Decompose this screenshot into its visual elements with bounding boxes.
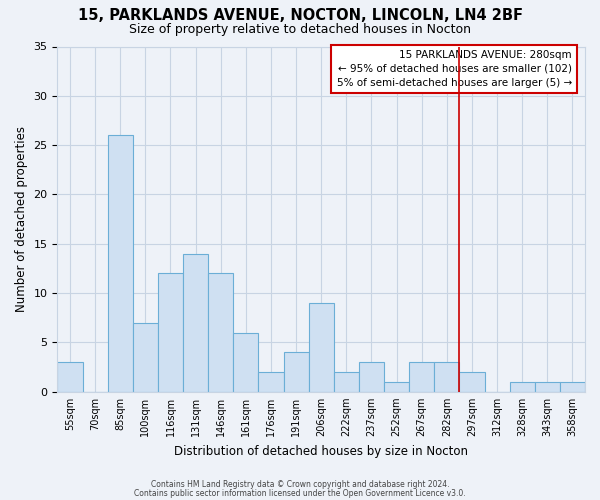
Bar — [233, 332, 259, 392]
Bar — [560, 382, 585, 392]
Bar — [460, 372, 485, 392]
Text: Contains HM Land Registry data © Crown copyright and database right 2024.: Contains HM Land Registry data © Crown c… — [151, 480, 449, 489]
Bar — [384, 382, 409, 392]
Bar — [158, 274, 183, 392]
Text: Size of property relative to detached houses in Nocton: Size of property relative to detached ho… — [129, 22, 471, 36]
Bar — [334, 372, 359, 392]
Bar — [259, 372, 284, 392]
Bar — [535, 382, 560, 392]
X-axis label: Distribution of detached houses by size in Nocton: Distribution of detached houses by size … — [174, 444, 468, 458]
Text: 15 PARKLANDS AVENUE: 280sqm
← 95% of detached houses are smaller (102)
5% of sem: 15 PARKLANDS AVENUE: 280sqm ← 95% of det… — [337, 50, 572, 88]
Bar — [183, 254, 208, 392]
Bar — [58, 362, 83, 392]
Bar — [509, 382, 535, 392]
Bar — [308, 303, 334, 392]
Bar — [434, 362, 460, 392]
Bar — [284, 352, 308, 392]
Bar — [208, 274, 233, 392]
Y-axis label: Number of detached properties: Number of detached properties — [15, 126, 28, 312]
Text: Contains public sector information licensed under the Open Government Licence v3: Contains public sector information licen… — [134, 488, 466, 498]
Bar — [107, 136, 133, 392]
Bar — [409, 362, 434, 392]
Bar — [359, 362, 384, 392]
Text: 15, PARKLANDS AVENUE, NOCTON, LINCOLN, LN4 2BF: 15, PARKLANDS AVENUE, NOCTON, LINCOLN, L… — [77, 8, 523, 22]
Bar — [133, 322, 158, 392]
